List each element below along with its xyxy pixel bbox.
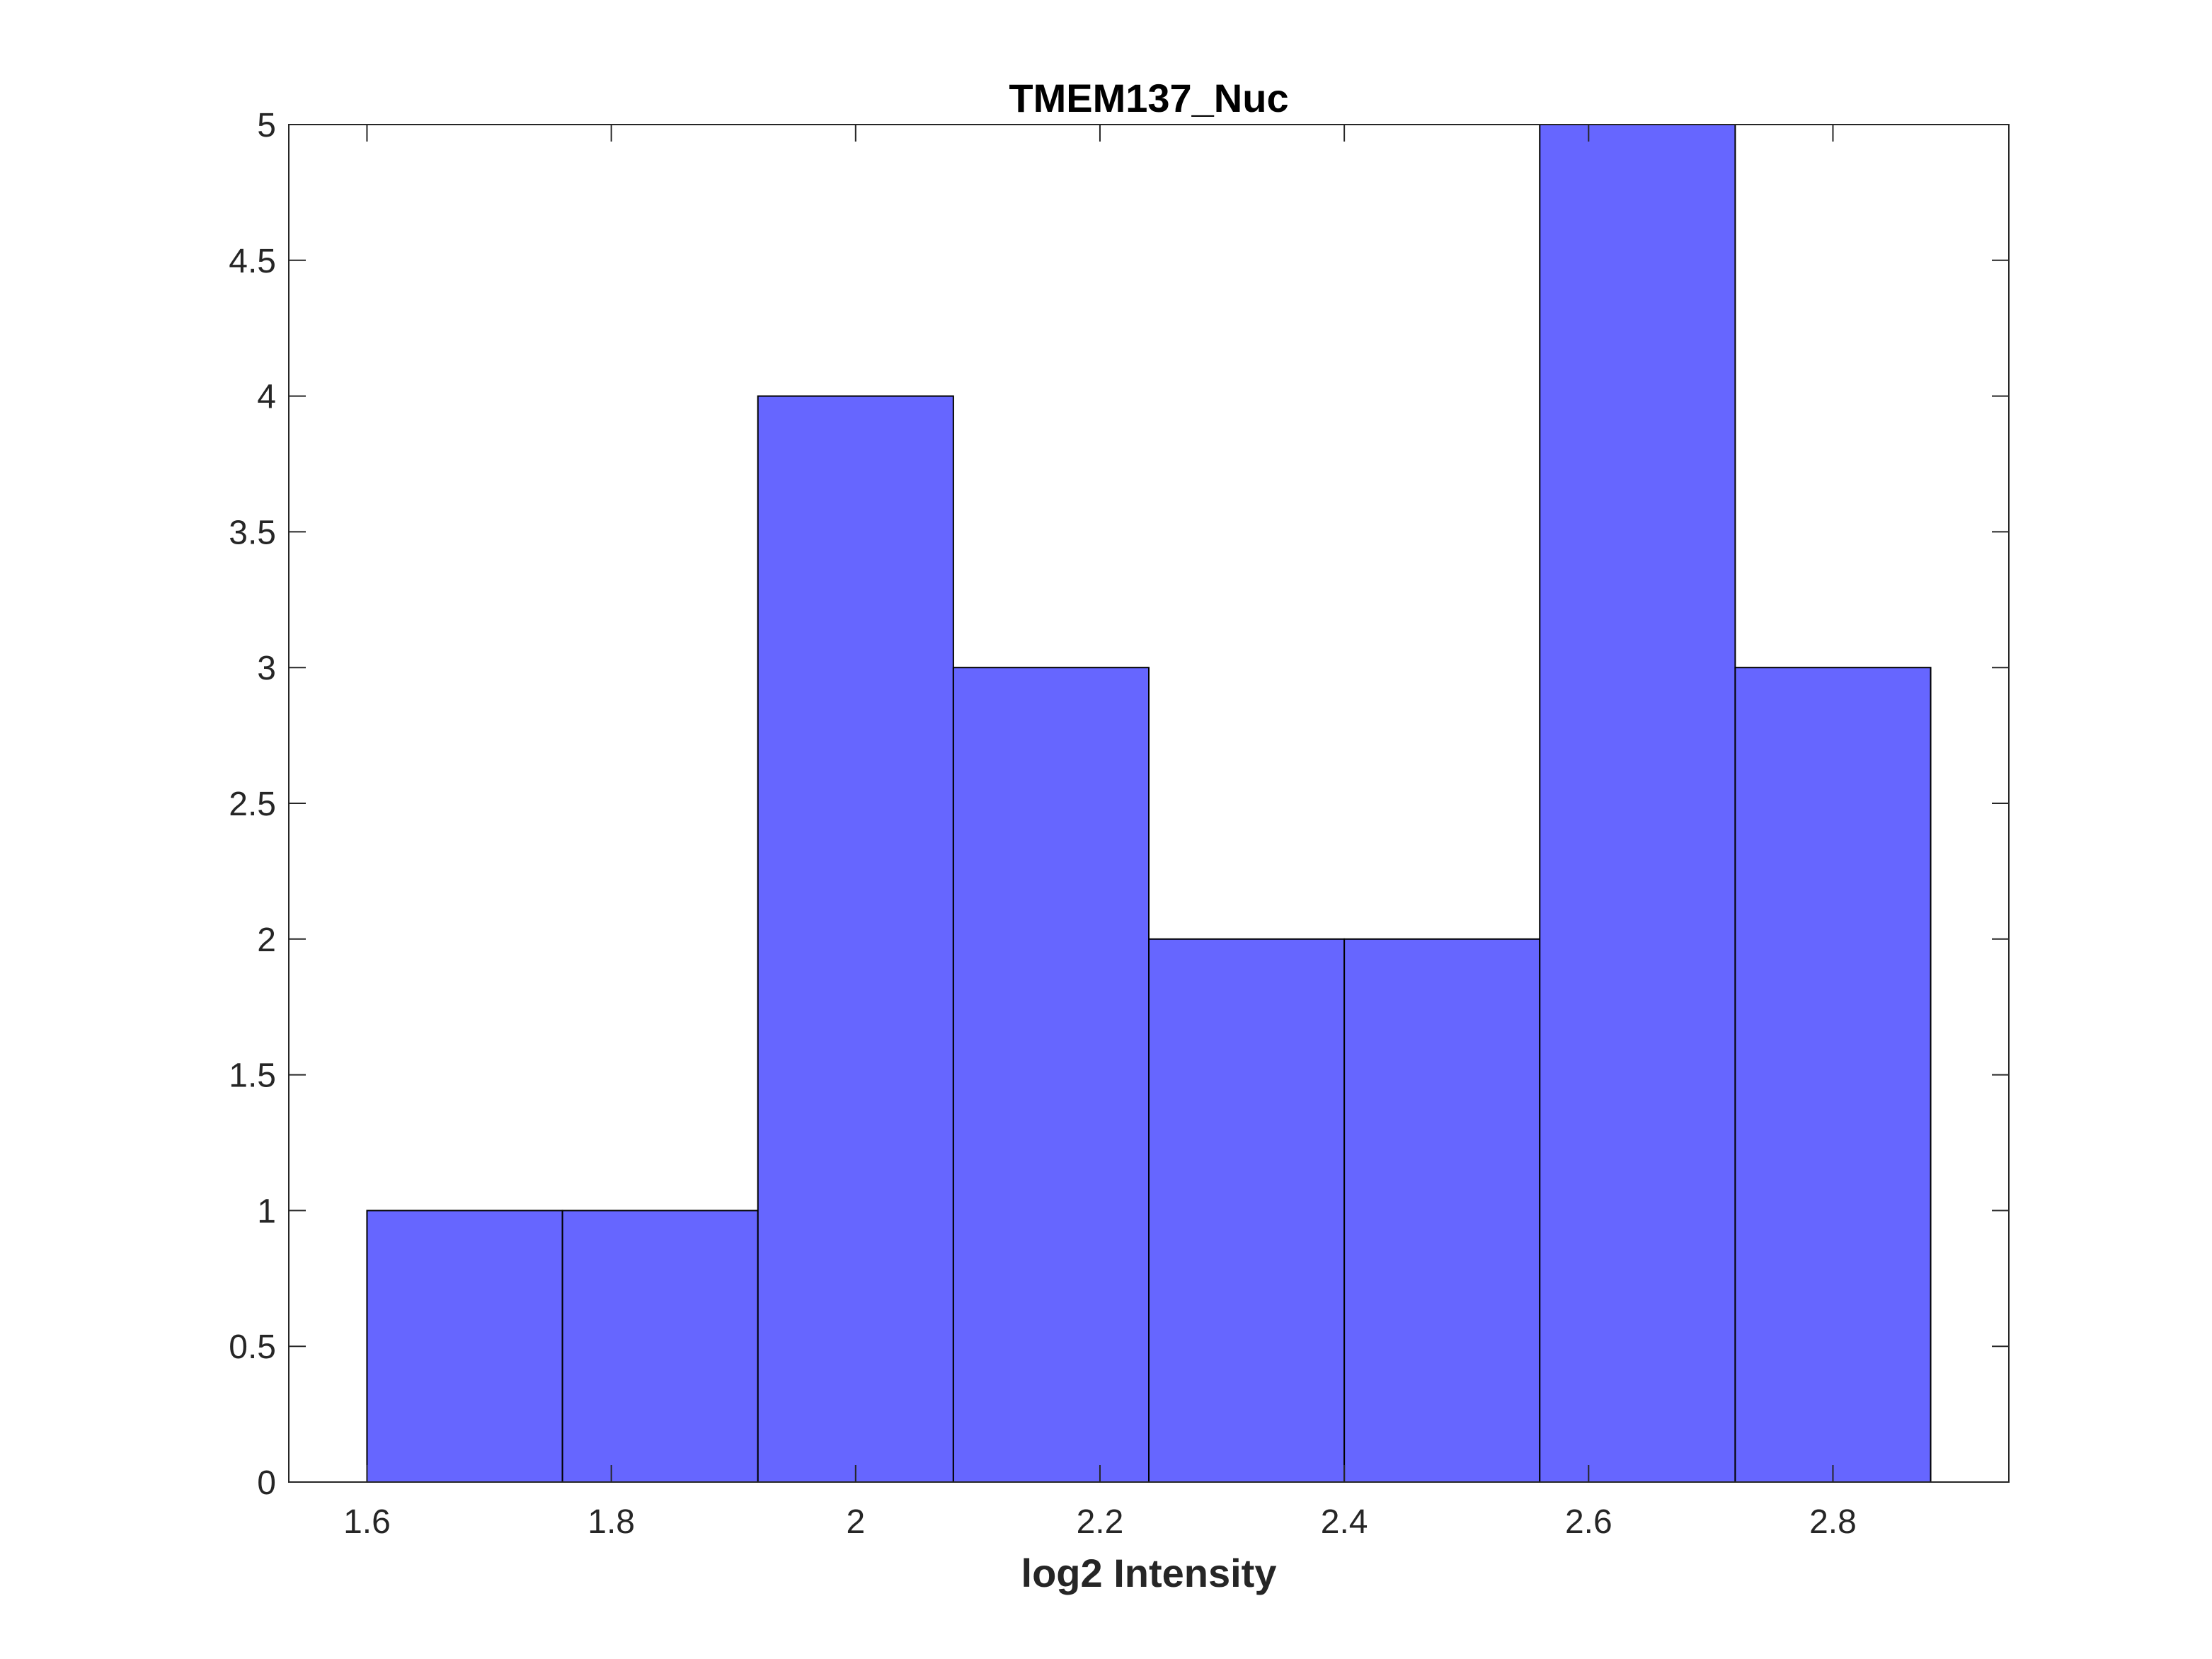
x-tick-label: 2.4: [1321, 1503, 1368, 1541]
histogram-bar: [952, 667, 1150, 1483]
x-tick-label: 2.2: [1077, 1503, 1124, 1541]
y-tick-label: 4.5: [229, 243, 276, 280]
y-tick-label: 3: [257, 650, 276, 687]
y-tick-label: 5: [257, 107, 276, 144]
x-tick-label: 2: [846, 1503, 865, 1541]
x-axis-label: log2 Intensity: [1021, 1551, 1277, 1595]
histogram-bar: [1539, 124, 1736, 1483]
y-tick-label: 1: [257, 1193, 276, 1230]
x-tick-label: 1.8: [588, 1503, 635, 1541]
ticks-group: [289, 124, 2009, 1483]
bars-group: [366, 124, 1932, 1483]
histogram-bar: [366, 1210, 563, 1483]
y-tick-label: 4: [257, 379, 276, 416]
histogram-bar: [1734, 667, 1932, 1483]
y-tick-label: 3.5: [229, 514, 276, 551]
y-tick-label: 2.5: [229, 786, 276, 823]
x-tick-label: 1.6: [343, 1503, 391, 1541]
histogram-bar: [757, 395, 954, 1483]
chart-title: TMEM137_Nuc: [1009, 76, 1288, 120]
histogram-bar: [1148, 938, 1346, 1483]
x-tick-label: 2.8: [1809, 1503, 1857, 1541]
tick-labels-group: 1.6 1.8 2 2.2 2.4 2.6 2.8 0 0.5 1 1.5 2 2.5 3 3.5 4 4.5 5: [229, 107, 1857, 1541]
histogram-bar: [561, 1210, 759, 1483]
y-tick-label: 0.5: [229, 1328, 276, 1366]
y-tick-label: 2: [257, 922, 276, 959]
y-tick-label: 0: [257, 1464, 276, 1502]
y-tick-label: 1.5: [229, 1057, 276, 1095]
histogram-bar: [1343, 938, 1541, 1483]
x-tick-label: 2.6: [1565, 1503, 1612, 1541]
